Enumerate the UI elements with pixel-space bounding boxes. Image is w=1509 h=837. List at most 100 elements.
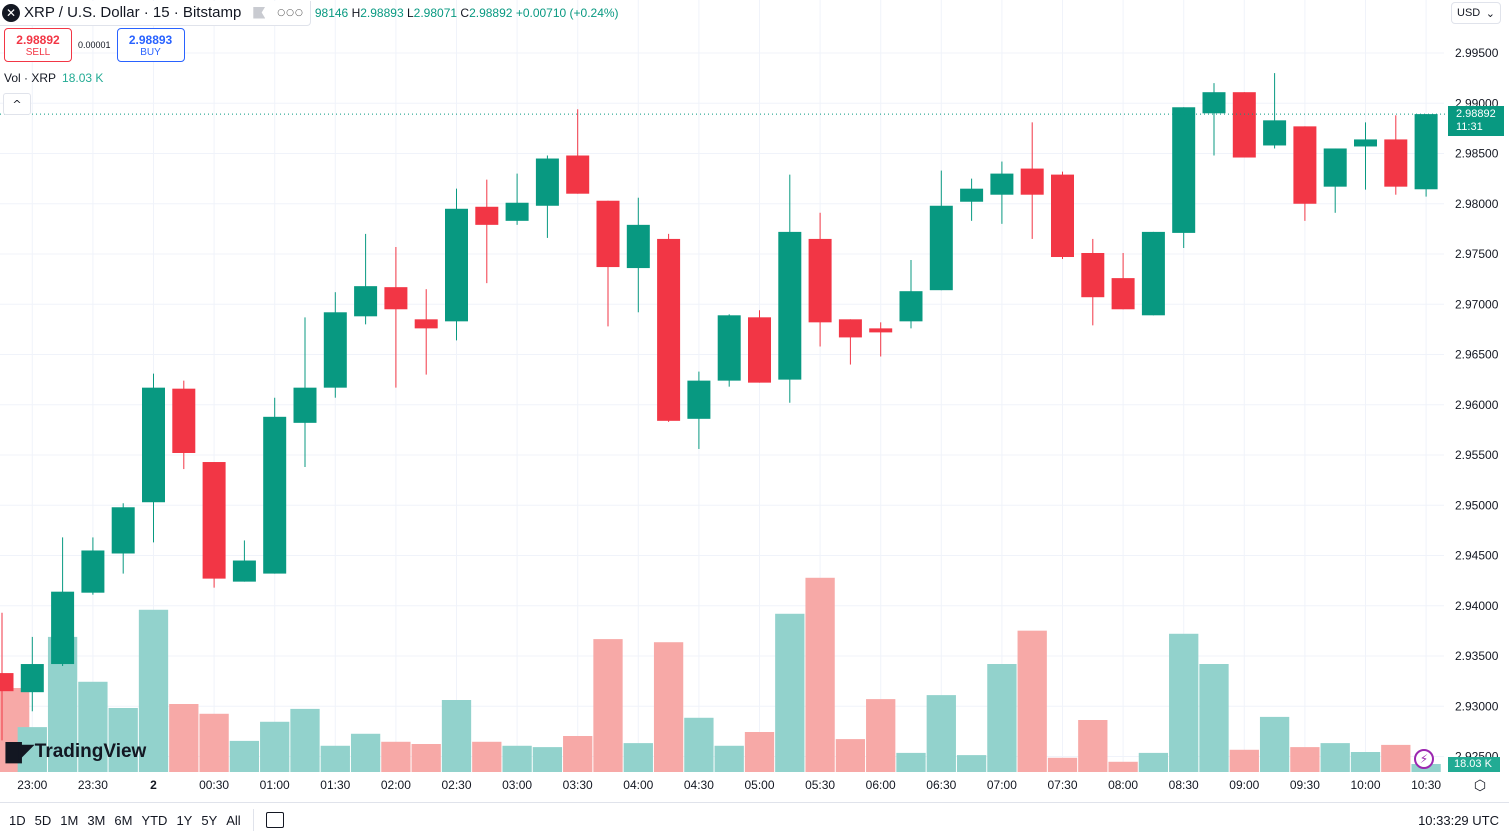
- clock[interactable]: 10:33:29 UTC: [1418, 812, 1499, 828]
- lightning-icon[interactable]: ⚡: [1414, 749, 1434, 769]
- candle-body: [81, 550, 105, 593]
- chevron-up-icon: ^: [12, 97, 22, 111]
- time-tick-label: 10:00: [1350, 778, 1380, 792]
- range-all[interactable]: All: [226, 812, 241, 828]
- volume-bar: [866, 699, 896, 772]
- range-1y[interactable]: 1Y: [176, 812, 193, 828]
- buy-price: 2.98893: [128, 32, 173, 47]
- time-tick-label: 08:00: [1108, 778, 1138, 792]
- time-tick-label: 08:30: [1169, 778, 1199, 792]
- time-tick-label: 23:30: [78, 778, 108, 792]
- collapse-legend-button[interactable]: ^: [3, 93, 31, 115]
- sell-button[interactable]: 2.98892 SELL: [4, 28, 72, 62]
- candle-body: [0, 673, 14, 692]
- volume-bar: [835, 739, 866, 772]
- price-tick-label: 2.96500: [1455, 348, 1499, 362]
- volume-bar: [1259, 716, 1290, 772]
- range-5y[interactable]: 5Y: [201, 812, 218, 828]
- tradingview-logo[interactable]: ▇◤ TradingView: [6, 739, 146, 764]
- ohlc-values: 98146 H2.98893 L2.98071 C2.98892 +0.0071…: [315, 6, 619, 20]
- more-dots-icon[interactable]: ○○○: [277, 7, 304, 18]
- volume-bar: [653, 642, 684, 772]
- sell-price: 2.98892: [16, 32, 60, 47]
- logo-text: TradingView: [34, 740, 147, 762]
- candle-body: [1020, 168, 1044, 195]
- time-tick-label: 10:30: [1411, 778, 1441, 792]
- time-tick-label: 07:00: [987, 778, 1017, 792]
- volume-bar: [411, 744, 441, 772]
- price-tick-label: 2.93000: [1455, 699, 1499, 713]
- candle-body: [142, 387, 165, 503]
- time-tick-label: 04:30: [684, 778, 714, 792]
- volume-bar: [441, 700, 472, 772]
- candle-body: [20, 664, 44, 693]
- time-tick-label: 01:00: [260, 778, 290, 792]
- candle-body: [1263, 120, 1287, 146]
- price-tick-label: 2.97000: [1455, 297, 1499, 311]
- range-ytd[interactable]: YTD: [141, 812, 168, 828]
- volume-bar: [472, 741, 502, 772]
- candle-body: [202, 462, 226, 579]
- symbol-box[interactable]: ✕ XRP / U.S. Dollar · 15 · Bitstamp ○○○: [0, 0, 311, 26]
- range-6m[interactable]: 6M: [114, 812, 133, 828]
- candle-body: [384, 287, 408, 310]
- volume-bar: [350, 733, 381, 772]
- flag-icon[interactable]: [253, 6, 266, 19]
- volume-bar: [138, 609, 169, 772]
- candle-body: [1051, 174, 1074, 258]
- tradingview-mark-icon: ▇◤: [6, 741, 34, 763]
- high-label: H: [351, 6, 361, 20]
- currency-select[interactable]: USD ⌄: [1451, 2, 1501, 24]
- volume-bar: [714, 745, 744, 772]
- candle-body: [929, 205, 953, 291]
- time-tick-label: 09:00: [1229, 778, 1259, 792]
- volume-value: 18.03 K: [62, 71, 104, 85]
- candle-body: [51, 591, 75, 665]
- change-value: +0.00710 (+0.24%): [515, 6, 619, 20]
- range-3m[interactable]: 3M: [87, 812, 106, 828]
- time-tick-label: 03:00: [502, 778, 532, 792]
- buy-button[interactable]: 2.98893 BUY: [116, 28, 185, 62]
- volume-bar: [169, 704, 199, 772]
- candle-body: [838, 319, 862, 338]
- volume-bar: [290, 708, 320, 772]
- spread-value: 0.00001: [78, 40, 111, 50]
- candle-body: [1414, 114, 1438, 190]
- settings-icon[interactable]: ⬡: [1473, 778, 1487, 794]
- open-value: 98146: [314, 6, 349, 20]
- volume-bar: [1108, 761, 1138, 772]
- last-price: 2.98892: [1456, 108, 1496, 120]
- volume-bar: [684, 717, 714, 772]
- candle-body: [899, 291, 923, 322]
- candle-body: [111, 507, 135, 554]
- time-tick-label: 03:30: [563, 778, 593, 792]
- volume-bar: [260, 721, 290, 772]
- candle-body: [535, 158, 559, 206]
- high-value: 2.98893: [360, 6, 404, 20]
- candle-body: [1111, 278, 1135, 310]
- time-tick-label: 06:00: [866, 778, 896, 792]
- range-5d[interactable]: 5D: [34, 812, 52, 828]
- time-tick-label: 02:30: [441, 778, 471, 792]
- candle-body: [1232, 92, 1256, 158]
- volume-bar: [1320, 743, 1350, 772]
- candle-body: [596, 200, 620, 268]
- candle-body: [778, 231, 802, 380]
- volume-bar: [532, 747, 563, 772]
- xrp-logo-icon: ✕: [2, 3, 20, 22]
- volume-bar: [1381, 744, 1411, 772]
- candle-body: [1202, 92, 1226, 114]
- candle-body: [414, 319, 438, 329]
- volume-bar: [229, 740, 260, 772]
- range-1m[interactable]: 1M: [60, 812, 79, 828]
- low-label: L: [406, 6, 414, 20]
- candle-body: [293, 387, 317, 423]
- symbol-title[interactable]: XRP / U.S. Dollar · 15 · Bitstamp: [24, 4, 242, 21]
- candle-body: [869, 328, 893, 333]
- price-tick-label: 2.94000: [1455, 599, 1499, 613]
- range-1d[interactable]: 1D: [9, 812, 26, 828]
- chart-canvas[interactable]: 2.995002.990002.985002.980002.975002.970…: [0, 0, 1509, 802]
- candle-body: [1384, 139, 1408, 187]
- volume-bar: [926, 695, 956, 772]
- go-to-date-icon[interactable]: [265, 812, 284, 828]
